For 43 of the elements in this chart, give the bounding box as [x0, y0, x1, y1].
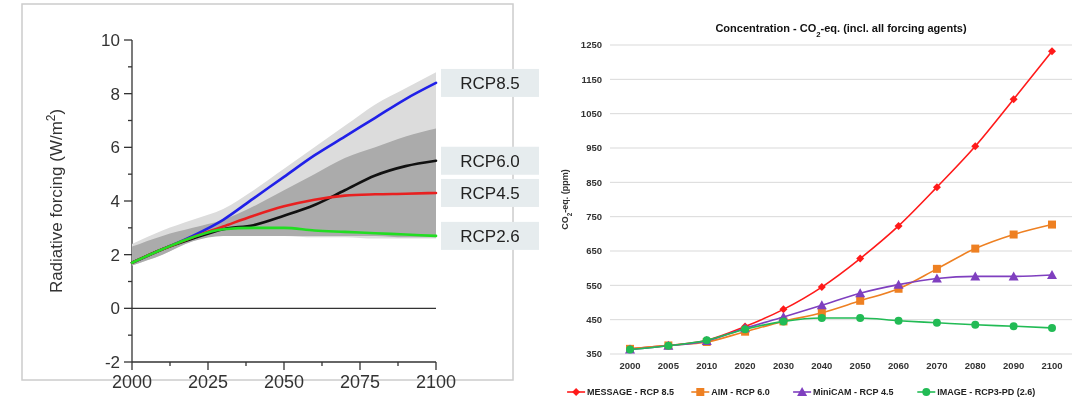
series-label: RCP8.5 [460, 73, 520, 93]
x-tick-label: 2000 [111, 372, 153, 393]
series-label: RCP6.0 [460, 151, 520, 171]
y-tick-label: 450 [586, 313, 602, 325]
legend-label: AIM - RCP 6.0 [711, 387, 770, 398]
x-tick-label: 2100 [415, 372, 457, 393]
x-tick-label: 2075 [339, 372, 381, 393]
x-tick-label: 2040 [811, 360, 833, 372]
legend-label: MESSAGE - RCP 8.5 [587, 387, 674, 398]
y-tick-label: 550 [586, 279, 602, 291]
series-label: RCP4.5 [460, 183, 520, 203]
y-tick-label: 4 [110, 191, 120, 211]
x-tick-label: 2030 [772, 360, 795, 372]
y-tick-label: 650 [586, 245, 602, 257]
y-tick-label: 1150 [581, 73, 602, 85]
y-tick-label: 950 [586, 142, 602, 154]
x-tick-label: 2025 [187, 372, 229, 393]
y-tick-label: 6 [110, 138, 120, 158]
x-tick-label: 2070 [926, 360, 948, 372]
y-tick-label: 2 [110, 245, 120, 265]
x-tick-label: 2100 [1041, 360, 1063, 372]
chart-title: Concentration - CO$_{2}$-eq. (incl. all forcing agents) [715, 22, 967, 39]
y-tick-label: 10 [101, 30, 120, 50]
y-tick-label: 1250 [580, 39, 602, 51]
y-tick-label: 750 [586, 210, 602, 222]
x-tick-label: 2050 [849, 360, 871, 372]
x-tick-label: 2050 [263, 372, 305, 393]
y-tick-label: 350 [586, 348, 602, 360]
y-tick-label: 1050 [580, 107, 602, 119]
y-tick-label: 0 [110, 299, 120, 319]
x-tick-label: 2020 [734, 360, 756, 372]
x-tick-label: 2005 [657, 360, 680, 372]
legend-label: IMAGE - RCP3-PD (2.6) [937, 387, 1036, 398]
legend-label: MiniCAM - RCP 4.5 [813, 387, 894, 398]
x-tick-label: 2010 [696, 360, 718, 372]
y-tick-label: 850 [586, 176, 602, 188]
x-tick-label: 2090 [1003, 360, 1025, 372]
y-tick-label: 8 [110, 84, 120, 104]
x-tick-label: 2080 [964, 360, 986, 372]
x-tick-label: 2000 [619, 360, 641, 372]
x-tick-label: 2060 [887, 360, 910, 372]
series-label: RCP2.6 [460, 226, 520, 246]
y-tick-label: -2 [104, 352, 120, 372]
